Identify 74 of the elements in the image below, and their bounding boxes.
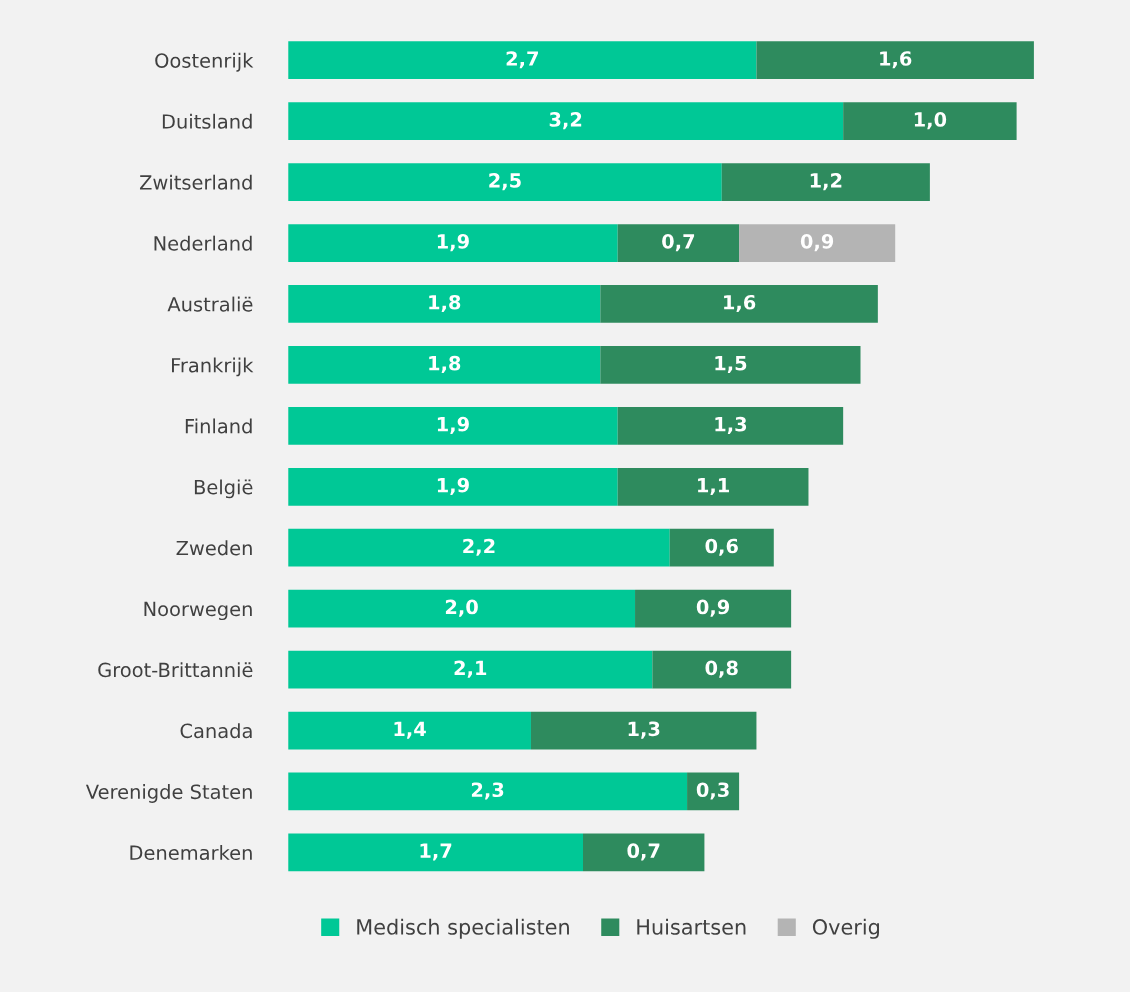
bar xyxy=(652,650,792,689)
bar xyxy=(288,528,670,567)
data-label: 2,5 xyxy=(489,173,521,191)
bar xyxy=(739,224,896,262)
data-label: 1,8 xyxy=(429,294,461,313)
data-label: 0,7 xyxy=(627,843,660,861)
bar xyxy=(288,650,653,689)
data-label: 3,2 xyxy=(549,112,582,130)
legend-label: Medisch specialisten xyxy=(357,918,569,939)
data-label: 0,6 xyxy=(705,538,738,556)
data-label: 1,9 xyxy=(437,233,469,252)
bar xyxy=(288,102,844,141)
legend-label: Overig xyxy=(812,918,879,939)
bar xyxy=(756,41,1034,80)
y-tick-label: Zweden xyxy=(176,540,252,556)
data-label: 0,9 xyxy=(800,233,834,252)
y-tick-label: Duitsland xyxy=(162,113,252,129)
y-tick-label: Verenigde Staten xyxy=(85,784,252,803)
bar xyxy=(583,833,705,872)
data-label: 0,8 xyxy=(705,660,738,678)
data-label: 0,3 xyxy=(696,782,729,800)
data-label: 1,5 xyxy=(715,356,747,374)
y-tick-label: Oostenrijk xyxy=(155,52,254,72)
bar xyxy=(288,406,618,445)
bar xyxy=(288,833,583,872)
data-label: 1,3 xyxy=(715,416,747,434)
bar xyxy=(669,528,774,567)
y-tick-label: Finland xyxy=(185,418,252,434)
data-label: 2,2 xyxy=(463,538,495,556)
bar xyxy=(288,163,722,201)
data-label: 2,7 xyxy=(506,51,538,69)
data-label: 1,9 xyxy=(437,477,469,495)
bar xyxy=(617,467,809,506)
bar xyxy=(288,224,618,262)
bar xyxy=(288,285,601,323)
data-label: 1,9 xyxy=(437,416,469,434)
y-tick-label: België xyxy=(194,479,253,499)
bar xyxy=(288,41,757,80)
data-label: 1,7 xyxy=(420,843,452,861)
bar xyxy=(288,772,688,811)
legend-label: Huisartsen xyxy=(637,918,746,935)
y-tick-label: Groot-Brittannië xyxy=(98,662,253,678)
data-label: 2,3 xyxy=(471,782,504,800)
data-label: 2,0 xyxy=(445,599,478,617)
y-tick-label: Denemarken xyxy=(130,845,252,861)
y-tick-label: Noorwegen xyxy=(144,601,252,621)
bar xyxy=(530,711,757,750)
bar xyxy=(288,589,636,628)
data-label: 1,6 xyxy=(880,51,912,69)
y-tick-label: Australië xyxy=(167,296,253,312)
data-label: 1,3 xyxy=(628,721,660,739)
data-label: 1,1 xyxy=(698,477,729,495)
data-label: 2,1 xyxy=(454,660,487,678)
data-label: 1,2 xyxy=(810,173,842,191)
bar xyxy=(617,406,844,445)
bar xyxy=(288,467,618,506)
data-label: 0,9 xyxy=(696,599,730,617)
bar xyxy=(617,224,740,262)
y-tick-label: Canada xyxy=(180,723,252,739)
bar xyxy=(600,346,861,384)
bar xyxy=(843,102,1017,141)
y-tick-label: Zwitserland xyxy=(139,174,252,190)
bar xyxy=(635,589,792,628)
data-label: 1,0 xyxy=(914,112,947,130)
bar xyxy=(288,711,531,750)
data-label: 0,7 xyxy=(662,233,695,252)
y-tick-label: Frankrijk xyxy=(172,357,254,377)
bar xyxy=(288,346,601,384)
data-label: 1,6 xyxy=(724,294,756,313)
bar xyxy=(721,163,930,201)
data-label: 1,8 xyxy=(429,355,461,374)
y-tick-label: Nederland xyxy=(154,235,252,251)
bar xyxy=(600,285,878,323)
data-label: 1,4 xyxy=(394,721,426,739)
